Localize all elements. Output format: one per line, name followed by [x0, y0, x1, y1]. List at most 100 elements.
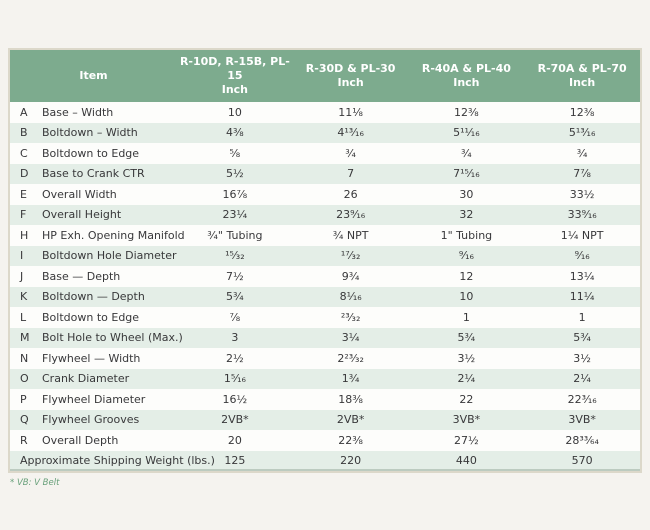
row-value: 4⅜ — [226, 126, 244, 140]
row-value: 28³³⁄₆₄ — [565, 433, 599, 447]
row-value: 12 — [459, 269, 474, 283]
row-value: 5½ — [226, 167, 244, 181]
row-value: 22³⁄₁₆ — [567, 392, 597, 406]
table-row: J Base — Depth 7½ 9¾ 12 13¼ — [10, 266, 640, 287]
row-item-label: Overall Height — [42, 208, 122, 222]
row-value: 440 — [455, 454, 477, 468]
column-header-r30d: R-30D & PL-30 Inch — [293, 50, 409, 102]
row-value: 18⅜ — [338, 392, 363, 406]
row-value: 23¼ — [222, 208, 248, 222]
row-value: 13¼ — [569, 269, 595, 283]
row-letter: M — [20, 331, 30, 345]
table-row: E Overall Width 16⅞ 26 30 33½ — [10, 184, 640, 205]
row-value: 33⁹⁄₁₆ — [567, 208, 597, 222]
row-letter: R — [20, 433, 28, 447]
row-value: 7½ — [226, 269, 244, 283]
row-value: 1 — [578, 310, 586, 324]
column-header-label: Item — [79, 69, 108, 83]
row-letter: L — [20, 310, 27, 324]
row-value: 32 — [459, 208, 474, 222]
column-header-label: R-10D, R-15B, PL-15 — [179, 55, 290, 83]
row-value: 2½ — [226, 351, 244, 365]
row-value: 1" Tubing — [440, 228, 493, 242]
row-letter: F — [20, 208, 27, 222]
row-letter: D — [20, 167, 29, 181]
row-value: ¾ NPT — [332, 228, 369, 242]
row-item-label: Base – Width — [42, 105, 114, 119]
row-value: 3½ — [457, 351, 476, 365]
row-value: ⅞ — [229, 310, 241, 324]
row-item-label: Crank Diameter — [42, 372, 130, 386]
row-value: ¾" Tubing — [207, 228, 263, 242]
row-item-label: HP Exh. Opening Manifold — [42, 228, 185, 242]
table-row: H HP Exh. Opening Manifold ¾" Tubing ¾ NPT 1… — [10, 225, 640, 246]
table-row: F Overall Height 23¼ 23⁹⁄₁₆ 32 33⁹⁄₁₆ — [10, 204, 640, 225]
row-value: 5¾ — [573, 331, 591, 345]
row-letter: K — [20, 290, 28, 304]
row-value: 1 — [462, 310, 470, 324]
column-header-label: R-30D & PL-30 — [305, 62, 396, 76]
row-item-label: Boltdown – Width — [42, 126, 138, 140]
row-letter: J — [20, 269, 24, 283]
row-value: 20 — [227, 433, 242, 447]
row-value: 125 — [224, 454, 246, 468]
row-value: 7¹⁵⁄₁₆ — [453, 167, 480, 181]
row-value: 3½ — [573, 351, 591, 365]
column-header-unit: Inch — [453, 76, 480, 89]
table-row: M Bolt Hole to Wheel (Max.) 3 3¼ 5¾ 5¾ — [10, 327, 640, 348]
row-value: ¹⁷⁄₃₂ — [340, 249, 361, 263]
row-item-label: Overall Width — [42, 187, 117, 201]
column-header-label: R-40A & PL-40 — [421, 62, 511, 76]
table-body: A Base – Width 10 11⅛ 12⅜ 12⅜ B Boltdown – Widt… — [10, 102, 640, 471]
row-letter: E — [20, 187, 27, 201]
row-value: ¾ — [345, 146, 356, 160]
table-row: B Boltdown – Width 4⅜ 4¹³⁄₁₆ 5¹¹⁄₁₆ 5¹³⁄₁₆ — [10, 122, 640, 143]
row-value: ¾ — [576, 146, 588, 160]
row-value: 12⅜ — [569, 105, 595, 119]
shipping-weight-row: Approximate Shipping Weight (lbs.) 125 220… — [10, 450, 640, 471]
row-value: 8¹⁄₁₆ — [339, 290, 362, 304]
row-value: 10 — [459, 290, 474, 304]
table-row: A Base – Width 10 11⅛ 12⅜ 12⅜ — [10, 102, 640, 123]
row-item-label: Boltdown to Edge — [42, 146, 140, 160]
row-value: 2²³⁄₃₂ — [337, 351, 364, 365]
table-row: O Crank Diameter 1⁵⁄₁₆ 1¾ 2¼ 2¼ — [10, 368, 640, 389]
row-value: 7⅞ — [573, 167, 591, 181]
row-value: 5¹³⁄₁₆ — [568, 126, 596, 140]
table-row: D Base to Crank CTR 5½ 7 7¹⁵⁄₁₆ 7⅞ — [10, 163, 640, 184]
row-value: 27½ — [454, 433, 479, 447]
row-value: 1⁵⁄₁₆ — [223, 372, 246, 386]
row-item-label: Approximate Shipping Weight (lbs.) — [20, 454, 215, 468]
row-item-label: Boltdown Hole Diameter — [42, 249, 177, 263]
row-letter: B — [20, 126, 28, 140]
row-value: 3VB* — [568, 413, 596, 427]
column-header-item: Item — [10, 50, 177, 102]
row-value: ⁹⁄₁₆ — [574, 249, 590, 263]
row-value: 2¼ — [573, 372, 591, 386]
row-value: 5¾ — [226, 290, 244, 304]
row-letter: I — [20, 249, 24, 263]
column-header-r40a: R-40A & PL-40 Inch — [409, 50, 525, 102]
row-letter: O — [20, 372, 29, 386]
row-value: 220 — [340, 454, 362, 468]
table-row: R Overall Depth 20 22⅜ 27½ 28³³⁄₆₄ — [10, 430, 640, 451]
row-item-label: Boltdown — Depth — [42, 290, 145, 304]
row-value: 12⅜ — [454, 105, 479, 119]
row-letter: P — [20, 392, 27, 406]
row-value: 1¾ — [341, 372, 360, 386]
row-value: 16⅞ — [222, 187, 248, 201]
row-value: 570 — [571, 454, 593, 468]
table-row: L Boltdown to Edge ⅞ ²³⁄₃₂ 1 1 — [10, 307, 640, 328]
row-value: 3 — [231, 331, 239, 345]
table-row: Q Flywheel Grooves 2VB* 2VB* 3VB* 3VB* — [10, 409, 640, 430]
vb-footnote: * VB: V Belt — [10, 478, 60, 488]
row-value: 2¼ — [457, 372, 476, 386]
column-header-unit: Inch — [337, 76, 364, 89]
column-header-unit: Inch — [568, 76, 596, 89]
table-row: C Boltdown to Edge ⅝ ¾ ¾ ¾ — [10, 143, 640, 164]
row-letter: H — [20, 228, 29, 242]
row-letter: A — [20, 105, 28, 119]
row-value: 16½ — [222, 392, 248, 406]
row-value: ²³⁄₃₂ — [340, 310, 361, 324]
row-item-label: Base — Depth — [42, 269, 121, 283]
